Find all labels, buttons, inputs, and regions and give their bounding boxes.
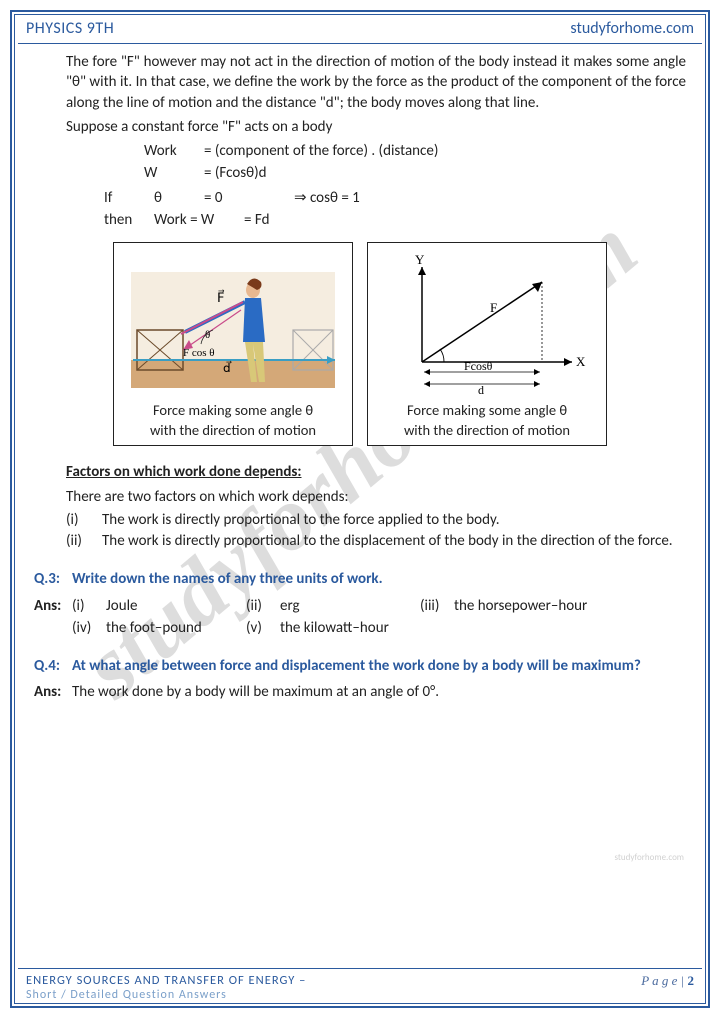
figures-row: F⃗ θ F cos θ d⃗ Force making some angle …: [34, 242, 686, 446]
figure-2-caption-l2: with the direction of motion: [372, 421, 602, 439]
q3-text: Write down the names of any three units …: [72, 569, 686, 589]
q4-ans-text: The work done by a body will be maximum …: [72, 682, 686, 702]
unit-5: the kilowatt–hour: [280, 618, 420, 638]
eq-theta: θ: [154, 188, 194, 208]
page-content: The fore "F" however may not act in the …: [34, 52, 686, 958]
tiny-watermark: studyforhome.com: [614, 852, 684, 863]
figure-2-diagram: Y X F Fcosθ d: [372, 249, 602, 399]
footer-title: ENERGY SOURCES AND TRANSFER OF ENERGY –: [26, 973, 306, 988]
figure-1-box: F⃗ θ F cos θ d⃗ Force making some angle …: [113, 242, 353, 446]
footer-page: P a g e | 2: [641, 973, 694, 989]
paragraph-2: Suppose a constant force "F" acts on a b…: [34, 117, 686, 137]
paragraph-1: The fore "F" however may not act in the …: [34, 52, 686, 113]
fig2-label-d: d: [478, 383, 484, 397]
unit-1: Joule: [106, 596, 246, 616]
eq-fd: = Fd: [244, 210, 270, 230]
fig1-label-fcos: F cos θ: [183, 347, 215, 359]
factors-heading: Factors on which work done depends:: [66, 462, 686, 482]
figure-2-box: Y X F Fcosθ d Force making some angle θ …: [367, 242, 607, 446]
page-label: P a g e |: [641, 973, 684, 988]
page-number: 2: [688, 973, 695, 988]
eq-work-label: Work: [144, 141, 194, 161]
factor-2-num: (ii): [66, 531, 102, 551]
unit-4: the foot–pound: [106, 618, 246, 638]
factors-intro: There are two factors on which work depe…: [34, 487, 686, 507]
factor-1-num: (i): [66, 510, 102, 530]
fig2-label-X: X: [576, 354, 586, 369]
unit-3: the horsepower–hour: [454, 596, 686, 616]
footer-subtitle: Short / Detailed Question Answers: [26, 988, 306, 1002]
fig2-label-fcos: Fcosθ: [464, 359, 493, 373]
unit-1-num: (i): [72, 596, 106, 616]
eq-w-label: W: [144, 163, 194, 183]
eq-then: then: [104, 210, 144, 230]
eq-if: If: [104, 188, 144, 208]
figure-1-caption-l1: Force making some angle θ: [118, 401, 348, 419]
header-subject: PHYSICS 9TH: [26, 19, 114, 38]
eq-cos-one: ⇒ cosθ = 1: [294, 188, 360, 208]
unit-5-num: (v): [246, 618, 280, 638]
eq-w-expr: = (Fcosθ)d: [204, 163, 267, 183]
factor-1: (i) The work is directly proportional to…: [34, 510, 686, 530]
q4-ans-label: Ans:: [34, 682, 72, 702]
eq-theta-zero: = 0: [204, 188, 284, 208]
q3-label: Q.3:: [34, 569, 72, 589]
q4-label: Q.4:: [34, 656, 72, 676]
figure-1-illustration: F⃗ θ F cos θ d⃗: [118, 249, 348, 399]
factor-2: (ii) The work is directly proportional t…: [34, 531, 686, 551]
fig1-label-F: F⃗: [217, 289, 225, 304]
q3-ans-text: (i) Joule (ii) erg (iii) the horsepower–…: [72, 596, 686, 639]
question-4-block: Q.4: At what angle between force and dis…: [34, 656, 686, 703]
eq-work-expr: = (component of the force) . (distance): [204, 141, 438, 161]
q4-text: At what angle between force and displace…: [72, 656, 686, 676]
unit-2: erg: [280, 596, 420, 616]
q3-ans-label: Ans:: [34, 596, 72, 616]
figure-2-caption-l1: Force making some angle θ: [372, 401, 602, 419]
eq-work-w: Work = W: [154, 210, 234, 230]
page-footer: ENERGY SOURCES AND TRANSFER OF ENERGY – …: [18, 968, 702, 1002]
page-header: PHYSICS 9TH studyforhome.com: [18, 16, 702, 44]
figure-1-caption-l2: with the direction of motion: [118, 421, 348, 439]
fig2-label-F: F: [490, 300, 497, 315]
unit-3-num: (iii): [420, 596, 454, 616]
header-site: studyforhome.com: [570, 19, 694, 38]
question-3-block: Q.3: Write down the names of any three u…: [34, 569, 686, 638]
factor-2-text: The work is directly proportional to the…: [102, 531, 686, 551]
fig2-label-Y: Y: [415, 252, 425, 267]
equation-block: Work = (component of the force) . (dista…: [34, 141, 686, 184]
unit-4-num: (iv): [72, 618, 106, 638]
unit-2-num: (ii): [246, 596, 280, 616]
factor-1-text: The work is directly proportional to the…: [102, 510, 686, 530]
fig1-label-theta: θ: [205, 329, 210, 341]
eq-condition-block: If θ = 0 ⇒ cosθ = 1 then Work = W = Fd: [34, 188, 686, 231]
